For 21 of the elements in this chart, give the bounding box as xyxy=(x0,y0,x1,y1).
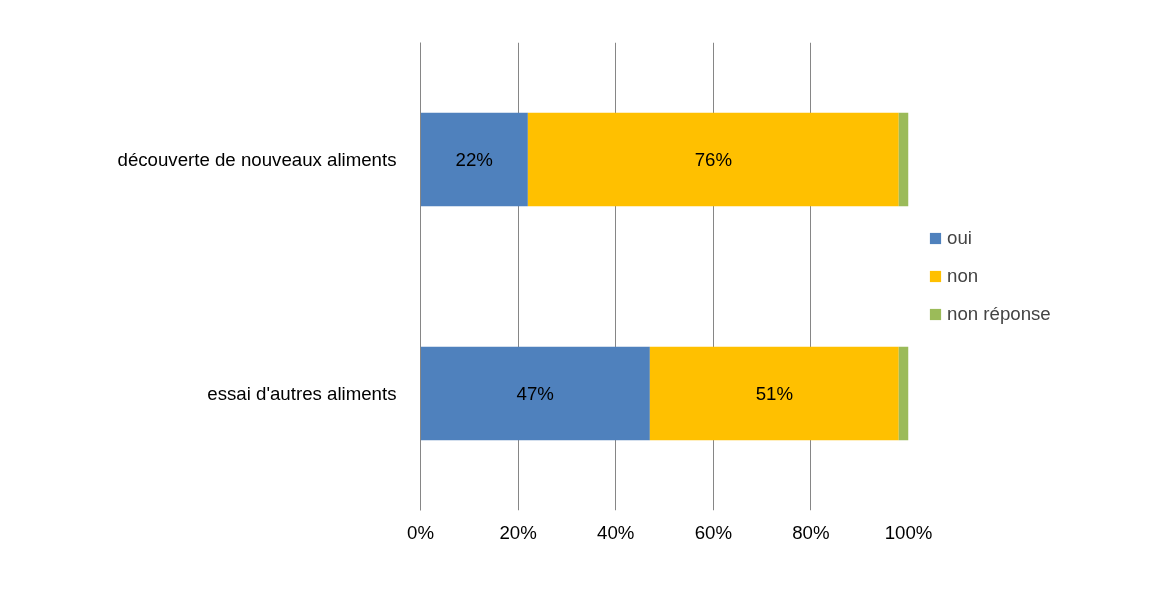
x-tick-label: 20% xyxy=(499,521,537,543)
legend-label: oui xyxy=(947,227,972,249)
legend-label: non xyxy=(947,265,979,287)
x-tick-label: 60% xyxy=(694,521,732,543)
y-tick-label: découverte de nouveaux aliments xyxy=(117,149,397,170)
x-tick-label: 100% xyxy=(884,521,933,543)
data-label: 47% xyxy=(516,383,554,404)
bar xyxy=(898,112,909,207)
bar xyxy=(649,346,899,441)
x-tick-label: 80% xyxy=(792,521,830,543)
bar xyxy=(527,112,899,207)
y-tick-label: essai d'autres aliments xyxy=(207,383,397,404)
data-label: 22% xyxy=(455,149,493,170)
bar xyxy=(420,346,650,441)
bar xyxy=(898,346,909,441)
bar xyxy=(420,112,528,207)
data-label: 76% xyxy=(694,149,732,170)
x-tick-label: 40% xyxy=(597,521,635,543)
legend-label: non réponse xyxy=(947,303,1051,325)
data-label: 51% xyxy=(755,383,793,404)
x-tick-label: 0% xyxy=(407,521,434,543)
